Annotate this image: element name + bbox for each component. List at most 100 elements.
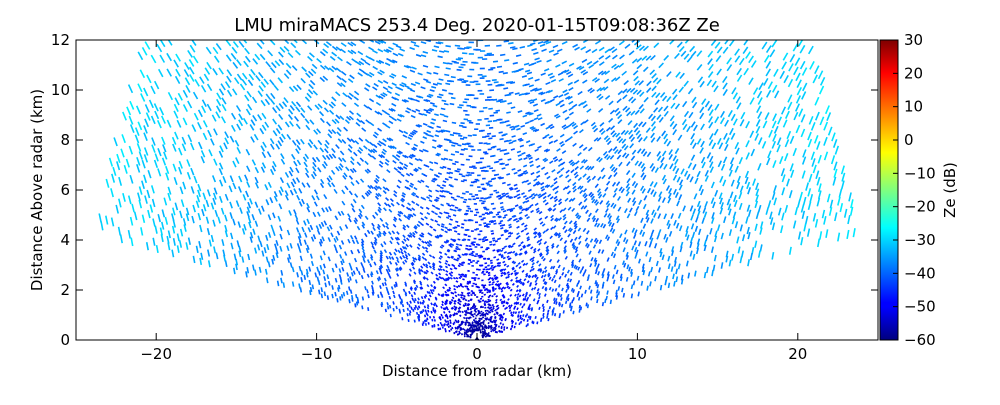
radar-gate	[220, 180, 223, 187]
radar-gate	[416, 204, 419, 206]
radar-gate	[499, 326, 500, 328]
radar-gate	[615, 247, 617, 251]
radar-gate	[702, 162, 705, 168]
radar-gate	[147, 113, 151, 121]
radar-gate	[493, 61, 498, 62]
radar-gate	[243, 73, 247, 79]
radar-gate	[506, 307, 507, 309]
radar-gate	[427, 213, 430, 215]
radar-gate	[437, 126, 441, 127]
radar-gate	[514, 173, 518, 174]
radar-gate	[426, 81, 431, 82]
radar-gate	[554, 178, 557, 181]
radar-gate	[679, 47, 684, 52]
colorbar-tick-label: −60	[904, 331, 936, 349]
radar-gate	[495, 310, 497, 311]
radar-gate	[612, 252, 614, 256]
radar-gate	[450, 275, 452, 276]
radar-gate	[609, 149, 613, 153]
radar-gate	[824, 137, 827, 145]
radar-gate	[423, 137, 427, 139]
radar-gate	[494, 294, 496, 295]
radar-gate	[213, 220, 215, 227]
radar-gate	[650, 182, 653, 187]
radar-gate	[731, 114, 735, 120]
radar-gate	[419, 314, 420, 317]
radar-gate	[616, 239, 618, 243]
radar-gate	[422, 296, 423, 298]
radar-gate	[529, 158, 533, 160]
radar-gate	[148, 170, 151, 178]
radar-gate	[554, 182, 557, 185]
radar-gate	[317, 196, 320, 200]
radar-gate	[223, 176, 226, 183]
radar-gate	[622, 139, 626, 143]
radar-gate	[679, 264, 680, 270]
radar-gate	[166, 166, 169, 174]
radar-gate	[517, 197, 520, 199]
radar-gate	[299, 266, 300, 271]
radar-gate	[431, 181, 434, 182]
radar-gate	[602, 175, 605, 179]
radar-gate	[214, 247, 215, 254]
radar-gate	[461, 327, 462, 329]
radar-gate	[736, 97, 740, 104]
radar-gate	[534, 228, 537, 230]
radar-gate	[437, 208, 440, 209]
radar-gate	[335, 216, 337, 220]
radar-gate	[318, 168, 321, 172]
radar-gate	[240, 208, 242, 214]
radar-gate	[665, 280, 666, 285]
radar-gate	[459, 245, 462, 246]
radar-gate	[502, 225, 505, 226]
radar-gate	[323, 251, 325, 255]
radar-gate	[339, 166, 342, 170]
radar-gate	[632, 173, 635, 177]
radar-gate	[465, 305, 467, 306]
radar-gate	[388, 47, 393, 49]
radar-gate	[541, 73, 546, 75]
radar-gate	[454, 289, 456, 290]
radar-gate	[409, 274, 411, 277]
radar-gate	[286, 172, 289, 177]
radar-gate	[233, 219, 235, 225]
radar-gate	[832, 155, 835, 164]
radar-gate	[537, 176, 540, 178]
radar-gate	[588, 179, 591, 182]
radar-gate	[402, 241, 404, 244]
radar-gate	[529, 196, 532, 198]
radar-gate	[309, 280, 310, 285]
radar-gate	[649, 257, 650, 262]
radar-gate	[717, 47, 722, 53]
radar-gate	[413, 232, 415, 234]
radar-gate	[767, 90, 771, 97]
radar-gate	[524, 319, 525, 321]
radar-gate	[746, 140, 749, 147]
radar-gate	[227, 55, 232, 61]
radar-gate	[266, 94, 270, 99]
radar-gate	[541, 319, 542, 322]
radar-gate	[500, 228, 503, 229]
radar-gate	[627, 162, 630, 166]
radar-gate	[491, 328, 492, 330]
radar-gate	[427, 242, 429, 244]
radar-gate	[520, 47, 525, 48]
radar-gate	[218, 217, 220, 224]
radar-gate	[560, 104, 564, 106]
radar-gate	[521, 321, 522, 323]
radar-gate	[435, 303, 436, 305]
radar-gate	[371, 231, 373, 234]
radar-gate	[425, 315, 426, 318]
radar-gate	[357, 302, 358, 306]
radar-gate	[255, 167, 258, 173]
radar-gate	[595, 184, 598, 188]
radar-gate	[550, 76, 555, 78]
radar-gate	[386, 269, 388, 272]
radar-gate	[479, 329, 481, 330]
radar-gate	[505, 319, 506, 321]
radar-gate	[520, 145, 524, 146]
radar-gate	[427, 197, 430, 199]
radar-gate	[773, 121, 776, 128]
radar-gate	[459, 126, 463, 127]
radar-gate	[450, 278, 452, 279]
